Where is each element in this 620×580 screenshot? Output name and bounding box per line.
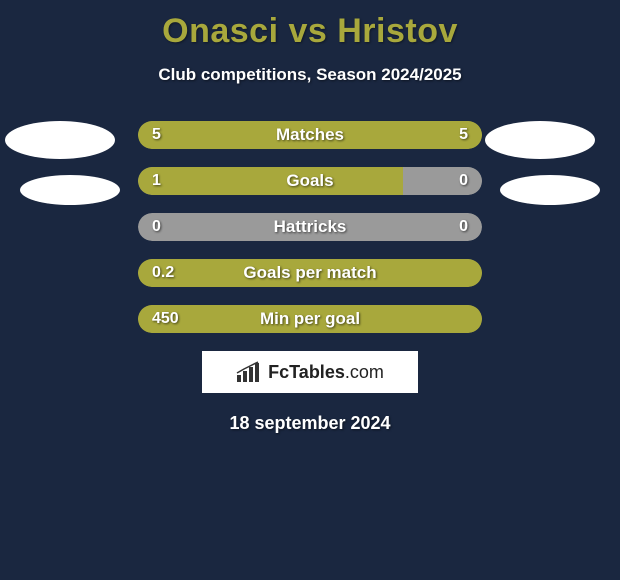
logo-text: FcTables.com <box>268 362 384 383</box>
subtitle: Club competitions, Season 2024/2025 <box>0 65 620 85</box>
stat-left-value: 5 <box>152 126 161 144</box>
stat-left-value: 1 <box>152 172 161 190</box>
stat-right-value: 5 <box>459 126 468 144</box>
stat-label: Goals <box>286 171 333 191</box>
stat-label: Hattricks <box>274 217 347 237</box>
bar-chart-icon <box>236 361 262 383</box>
stat-row: 1 Goals 0 <box>138 167 482 195</box>
stat-left-value: 0 <box>152 218 161 236</box>
stat-right-value: 0 <box>459 172 468 190</box>
stat-label: Matches <box>276 125 344 145</box>
row-fill-right <box>403 167 482 195</box>
stat-left-value: 450 <box>152 310 179 328</box>
player-right-head <box>485 121 595 159</box>
stat-label: Min per goal <box>260 309 360 329</box>
stat-label: Goals per match <box>243 263 376 283</box>
stat-right-value: 0 <box>459 218 468 236</box>
stat-row: 0 Hattricks 0 <box>138 213 482 241</box>
date: 18 september 2024 <box>10 413 610 434</box>
page-title: Onasci vs Hristov <box>0 0 620 51</box>
stat-row: 5 Matches 5 <box>138 121 482 149</box>
row-fill-left <box>138 167 403 195</box>
stat-row: 0.2 Goals per match <box>138 259 482 287</box>
player-left-head <box>5 121 115 159</box>
logo-bold: FcTables <box>268 362 345 382</box>
logo-light: .com <box>345 362 384 382</box>
comparison-chart: 5 Matches 5 1 Goals 0 0 Hattricks 0 0.2 Goals per … <box>0 121 620 434</box>
player-left-body <box>20 175 120 205</box>
stat-row: 450 Min per goal <box>138 305 482 333</box>
player-right-body <box>500 175 600 205</box>
stat-left-value: 0.2 <box>152 264 174 282</box>
logo-box: FcTables.com <box>202 351 418 393</box>
